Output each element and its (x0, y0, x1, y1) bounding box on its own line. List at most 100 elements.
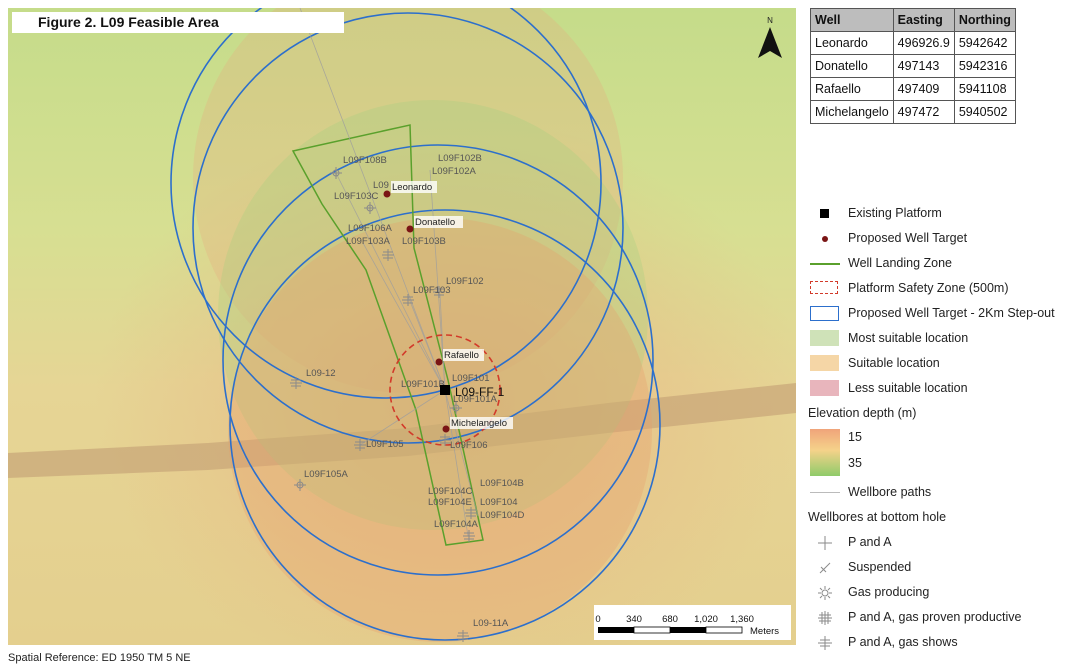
legend-item-gas-producing: Gas producing (808, 580, 1064, 605)
step-out-circle-rafaello (222, 144, 654, 576)
suitable-zone-top (193, 0, 623, 393)
well-label: L09F105 (366, 439, 404, 450)
legend-label: P and A (848, 535, 892, 549)
legend-item-proposed-well-target: Proposed Well Target (808, 226, 1064, 251)
scale-tick-0: 0 (595, 614, 600, 625)
orange-swatch-icon (810, 355, 839, 371)
figure-title: Figure 2. L09 Feasible Area (12, 12, 344, 33)
well-label: L09F104 (480, 497, 518, 508)
legend-label: Less suitable location (848, 381, 968, 395)
well-name: Rafaello (810, 77, 894, 101)
legend-item-suitable: Suitable location (808, 351, 1064, 376)
label-rafaello: Rafaello (444, 350, 479, 361)
well-label: L09F103A (346, 236, 391, 247)
well-label: L09F104B (480, 478, 524, 489)
well-easting: 497409 (892, 77, 955, 101)
table-row: Rafaello 497409 5941108 (810, 77, 1016, 101)
platform-square-icon (820, 209, 829, 218)
legend-label: Proposed Well Target - 2Km Step-out (848, 306, 1055, 320)
legend-item-suspended: Suspended (808, 555, 1064, 580)
legend-item-well-landing-zone: Well Landing Zone (808, 251, 1064, 276)
gas-shows-icon (818, 636, 832, 650)
wellbore-paths (299, 7, 479, 537)
north-label: N (767, 16, 773, 25)
legend-label: Existing Platform (848, 206, 942, 220)
spatial-reference: Spatial Reference: ED 1950 TM 5 NE (8, 652, 191, 664)
target-leonardo[interactable] (383, 190, 391, 198)
well-label: L09F101 (452, 373, 490, 384)
well-name: Michelangelo (810, 100, 894, 124)
well-label: L09F104A (434, 519, 479, 530)
well-label: L09F101B (401, 379, 445, 390)
well-label: L09F108B (343, 155, 387, 166)
table-row: Donatello 497143 5942316 (810, 54, 1016, 78)
table-header-row: Well Easting Northing (810, 8, 1016, 32)
step-out-circle-donatello (192, 12, 624, 444)
map-legend: Existing Platform Proposed Well Target W… (808, 201, 1064, 655)
label-donatello: Donatello (415, 217, 455, 228)
suitable-zone-bottom (228, 218, 652, 642)
scale-tick-1360: 1,360 (730, 614, 754, 625)
column-header-easting: Easting (892, 8, 955, 32)
existing-platform-marker[interactable] (440, 385, 450, 395)
legend-item-platform-safety-zone: Platform Safety Zone (500m) (808, 276, 1064, 301)
label-bg-michelangelo (450, 417, 513, 429)
dashed-box-icon (810, 281, 838, 294)
gas-proven-icon (818, 611, 832, 625)
legend-label: P and A, gas proven productive (848, 610, 1022, 624)
well-label: L09F101A (453, 394, 498, 405)
scale-bar (598, 626, 743, 634)
gas-producing-icon (818, 586, 832, 600)
target-donatello[interactable] (406, 225, 414, 233)
well-easting: 497143 (892, 54, 955, 78)
scale-unit: Meters (750, 626, 779, 637)
legend-item-gas-shows: P and A, gas shows (808, 630, 1064, 655)
well-label: L09F105A (304, 469, 349, 480)
platform-label: L09-FF-1 (455, 385, 505, 399)
well-label: L09F102 (446, 276, 484, 287)
well-label: L09F102B (438, 153, 482, 164)
suspended-icon (819, 562, 831, 574)
well-labels: L09F108B L09F102B L09F102A L09 L09F103C … (304, 153, 525, 629)
legend-bottom-hole-heading: Wellbores at bottom hole (808, 510, 947, 524)
legend-label: Gas producing (848, 585, 930, 599)
target-dot-icon (822, 236, 828, 242)
label-bg-donatello (414, 216, 463, 228)
well-easting: 497472 (892, 100, 955, 124)
label-bg-leonardo (391, 181, 437, 193)
legend-label: Most suitable location (848, 331, 969, 345)
platform-safety-zone (389, 334, 501, 446)
feasible-area-map[interactable]: L09F108B L09F102B L09F102A L09 L09F103C … (8, 0, 796, 645)
column-header-well: Well (810, 8, 894, 32)
scale-tick-1020: 1,020 (694, 614, 718, 625)
label-leonardo: Leonardo (392, 182, 432, 193)
well-label: L09-12 (306, 368, 336, 379)
well-coordinates-table: Well Easting Northing Leonardo 496926.9 … (810, 8, 1016, 124)
well-name: Donatello (810, 54, 894, 78)
legend-label: P and A, gas shows (848, 635, 958, 649)
green-line-icon (810, 263, 840, 265)
column-header-northing: Northing (953, 8, 1016, 32)
well-northing: 5941108 (953, 77, 1016, 101)
legend-item-less-suitable: Less suitable location (808, 376, 1064, 401)
target-michelangelo[interactable] (442, 425, 450, 433)
elevation-low-label: 35 (848, 456, 862, 470)
scale-bar-box (594, 605, 791, 640)
well-label: L09F104D (480, 510, 525, 521)
well-label: L09-11A (473, 618, 509, 629)
well-name: Leonardo (810, 31, 894, 55)
well-label: L09F102A (432, 166, 477, 177)
seabed-channel (8, 383, 796, 478)
north-arrow-icon (758, 27, 782, 58)
wellbore-markers (290, 167, 477, 642)
elevation-shallow-area (8, 8, 796, 645)
well-label: L09F104E (428, 497, 472, 508)
thin-line-icon (810, 492, 840, 493)
table-row: Michelangelo 497472 5940502 (810, 100, 1016, 124)
legend-item-p-and-a: P and A (808, 530, 1064, 555)
well-northing: 5942316 (953, 54, 1016, 78)
plus-cross-icon (818, 536, 832, 550)
target-rafaello[interactable] (435, 358, 443, 366)
map-canvas: L09F108B L09F102B L09F102A L09 L09F103C … (8, 0, 796, 645)
label-bg-rafaello (443, 349, 484, 361)
